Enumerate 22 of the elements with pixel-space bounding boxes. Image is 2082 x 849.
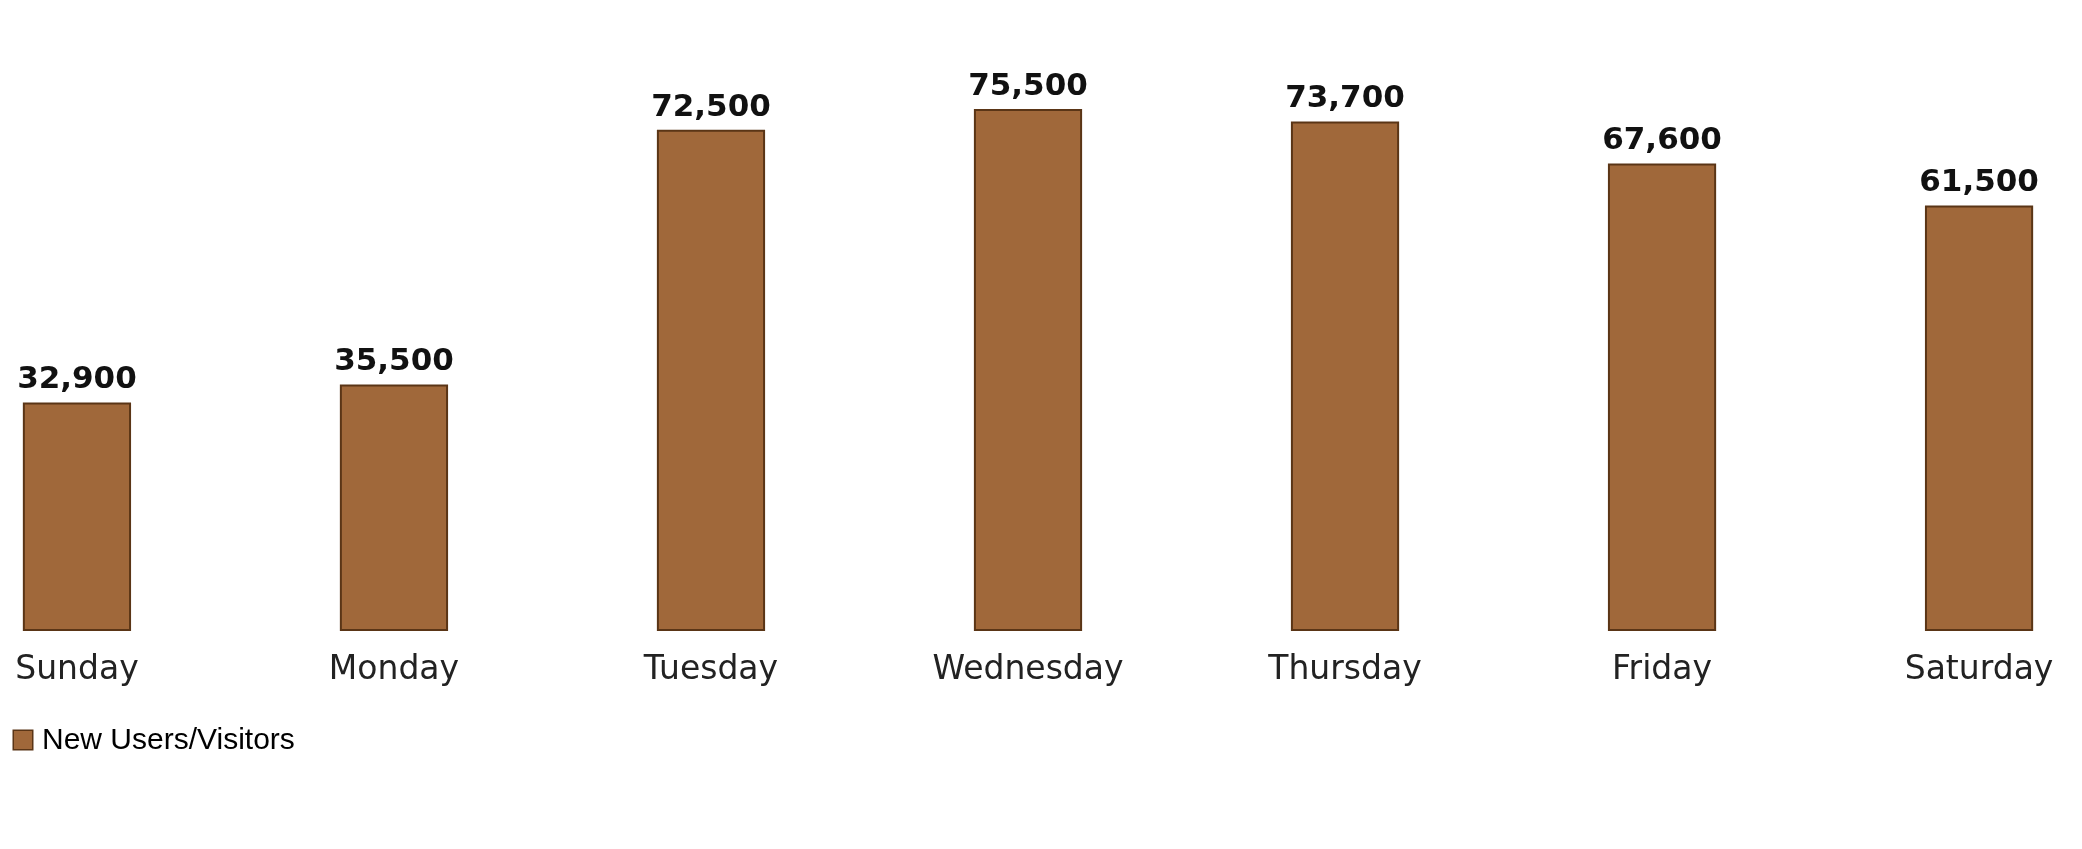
data-label: 72,500 <box>651 86 771 123</box>
bar <box>339 384 449 631</box>
x-tick-label: Sunday <box>15 647 139 687</box>
bar <box>1290 121 1400 631</box>
x-tick-label: Saturday <box>1904 647 2054 687</box>
x-tick-label: Thursday <box>1267 647 1422 687</box>
data-label: 67,600 <box>1602 120 1722 157</box>
bar <box>656 129 766 631</box>
data-label: 75,500 <box>968 66 1088 102</box>
bar <box>1607 163 1717 631</box>
data-label: 35,500 <box>334 341 454 378</box>
bar <box>22 402 132 631</box>
data-label: 32,900 <box>17 359 137 396</box>
x-tick-label: Tuesday <box>642 647 779 687</box>
bar <box>1924 205 2034 631</box>
bar <box>973 109 1083 631</box>
data-label: 73,700 <box>1285 78 1405 115</box>
data-label: 61,500 <box>1919 162 2039 199</box>
x-tick-label: Wednesday <box>932 647 1124 687</box>
legend-label: New Users/Visitors <box>42 722 295 755</box>
x-tick-label: Friday <box>1612 647 1713 687</box>
x-tick-label: Monday <box>328 647 460 687</box>
